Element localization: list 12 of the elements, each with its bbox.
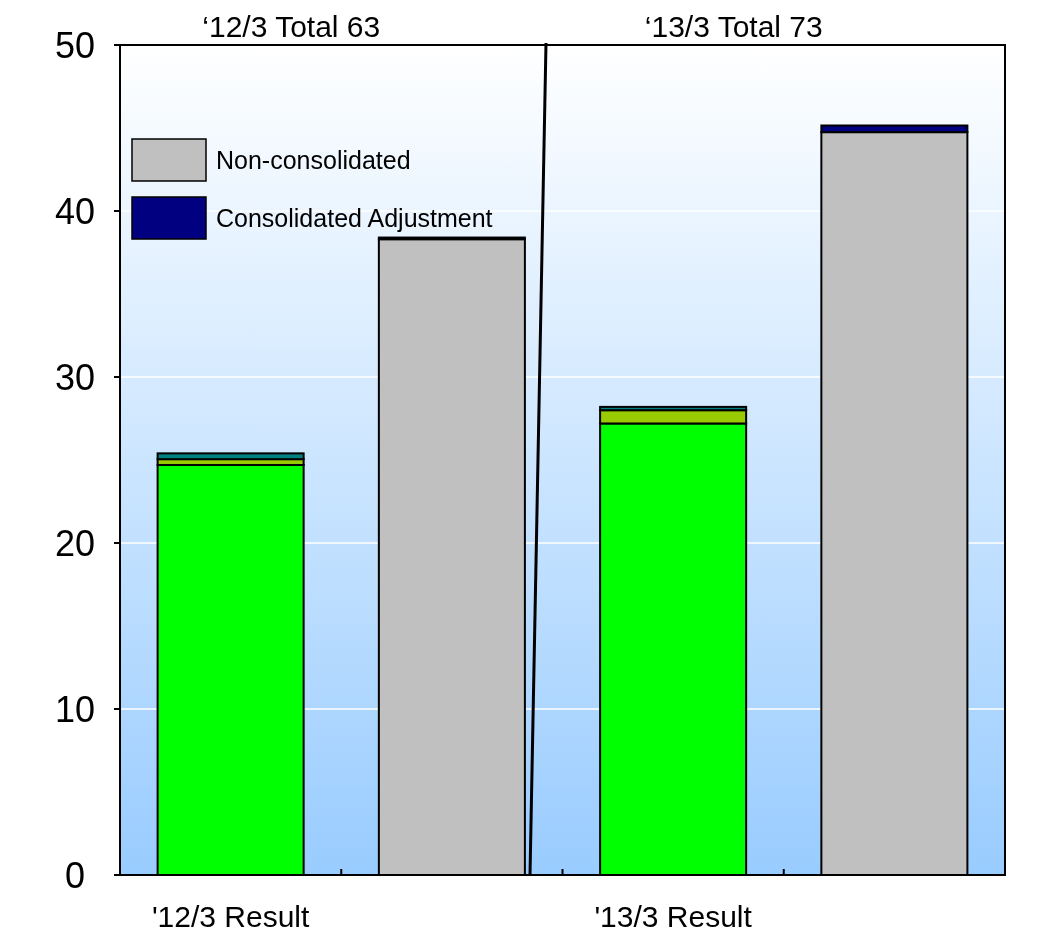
y-tick-label: 20	[54, 522, 96, 564]
legend-label: Consolidated Adjustment	[216, 203, 493, 232]
x-tick-label: '13/3 Result	[594, 900, 753, 933]
legend-label: Non-consolidated	[216, 145, 411, 174]
y-tick-label: 10	[54, 688, 96, 730]
y-tick-label: 40	[54, 190, 96, 232]
x-tick-label: '12/3 Result	[151, 900, 311, 933]
text: ‘12/3 Total 63	[202, 10, 381, 43]
y-tick-label: 0	[64, 854, 86, 896]
text: ‘13/3 Total 73	[644, 10, 823, 43]
y-tick-label: 50	[54, 24, 96, 66]
y-tick-label: 30	[54, 356, 96, 398]
